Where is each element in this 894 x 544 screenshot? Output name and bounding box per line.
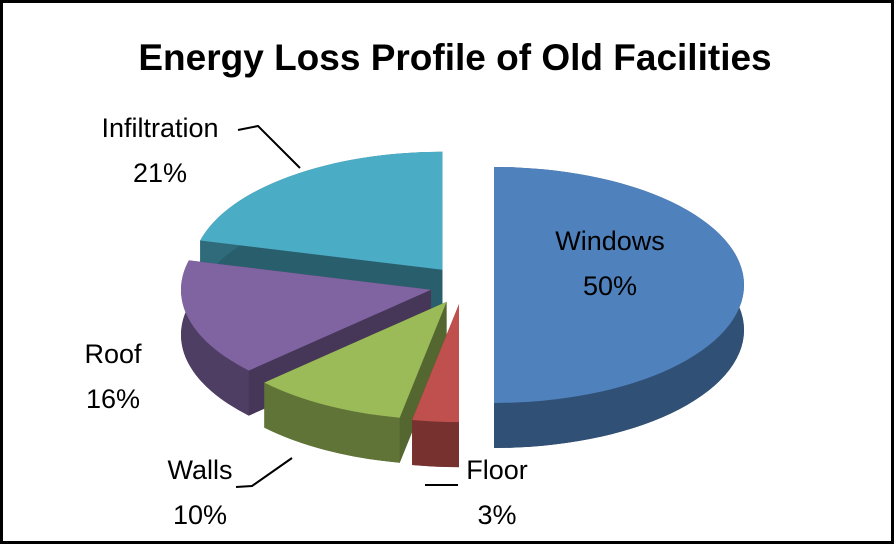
leader-line xyxy=(235,457,293,488)
slice-value-label: 10% xyxy=(173,500,227,530)
slice-value-label: 21% xyxy=(133,158,187,188)
pie-slice xyxy=(494,167,744,448)
slice-edge xyxy=(264,382,400,463)
slice-label: Infiltration xyxy=(101,113,218,143)
slice-edge xyxy=(181,260,249,416)
pie-slice xyxy=(264,301,447,463)
slice-label: Windows xyxy=(555,226,665,256)
slice-top xyxy=(200,151,443,270)
chart-title: Energy Loss Profile of Old Facilities xyxy=(138,37,771,78)
slice-label: Floor xyxy=(466,455,528,485)
pie-slice xyxy=(412,304,459,468)
slice-edge xyxy=(412,420,459,468)
slice-top xyxy=(494,167,744,403)
slice-value-label: 3% xyxy=(477,500,516,530)
slice-label: Walls xyxy=(168,455,233,485)
slice-top xyxy=(264,301,447,418)
leader-line xyxy=(237,124,301,169)
slice-value-label: 16% xyxy=(86,384,140,414)
slice-label: Roof xyxy=(84,339,142,369)
pie xyxy=(181,151,744,468)
slice-value-label: 50% xyxy=(583,271,637,301)
slice-top xyxy=(181,260,431,371)
slice-top xyxy=(412,304,459,423)
